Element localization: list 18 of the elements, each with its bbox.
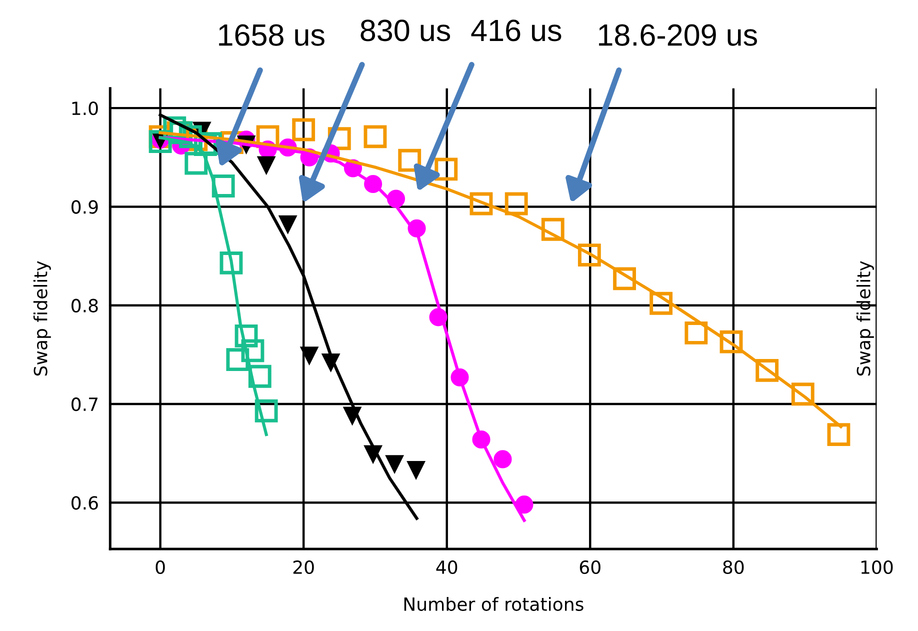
x-axis-title: Number of rotations — [404, 597, 584, 611]
y-tick-label: 0.6 — [72, 496, 98, 510]
x-tick-label: 60 — [580, 560, 600, 574]
text: 416 us — [471, 20, 562, 42]
text: 18.6-209 us — [599, 24, 757, 46]
y-tick-label: 0.7 — [72, 397, 98, 412]
y-tick-label: 1.0 — [72, 102, 98, 116]
y-axis-title: Swap fidelity — [33, 261, 51, 376]
annotation: Swap fidelity — [856, 261, 874, 376]
x-tick-label: 80 — [723, 560, 744, 574]
x-tick-label: 20 — [293, 560, 314, 574]
text: 830 us — [360, 20, 450, 42]
x-tick-label: 0 — [156, 560, 165, 574]
y-tick-label: 0.9 — [72, 200, 98, 214]
x-tick-label: 40 — [436, 560, 458, 574]
x-tick-label: 100 — [861, 560, 893, 574]
text: 1658 us — [219, 24, 324, 46]
y-tick-label: 0.8 — [72, 298, 98, 312]
